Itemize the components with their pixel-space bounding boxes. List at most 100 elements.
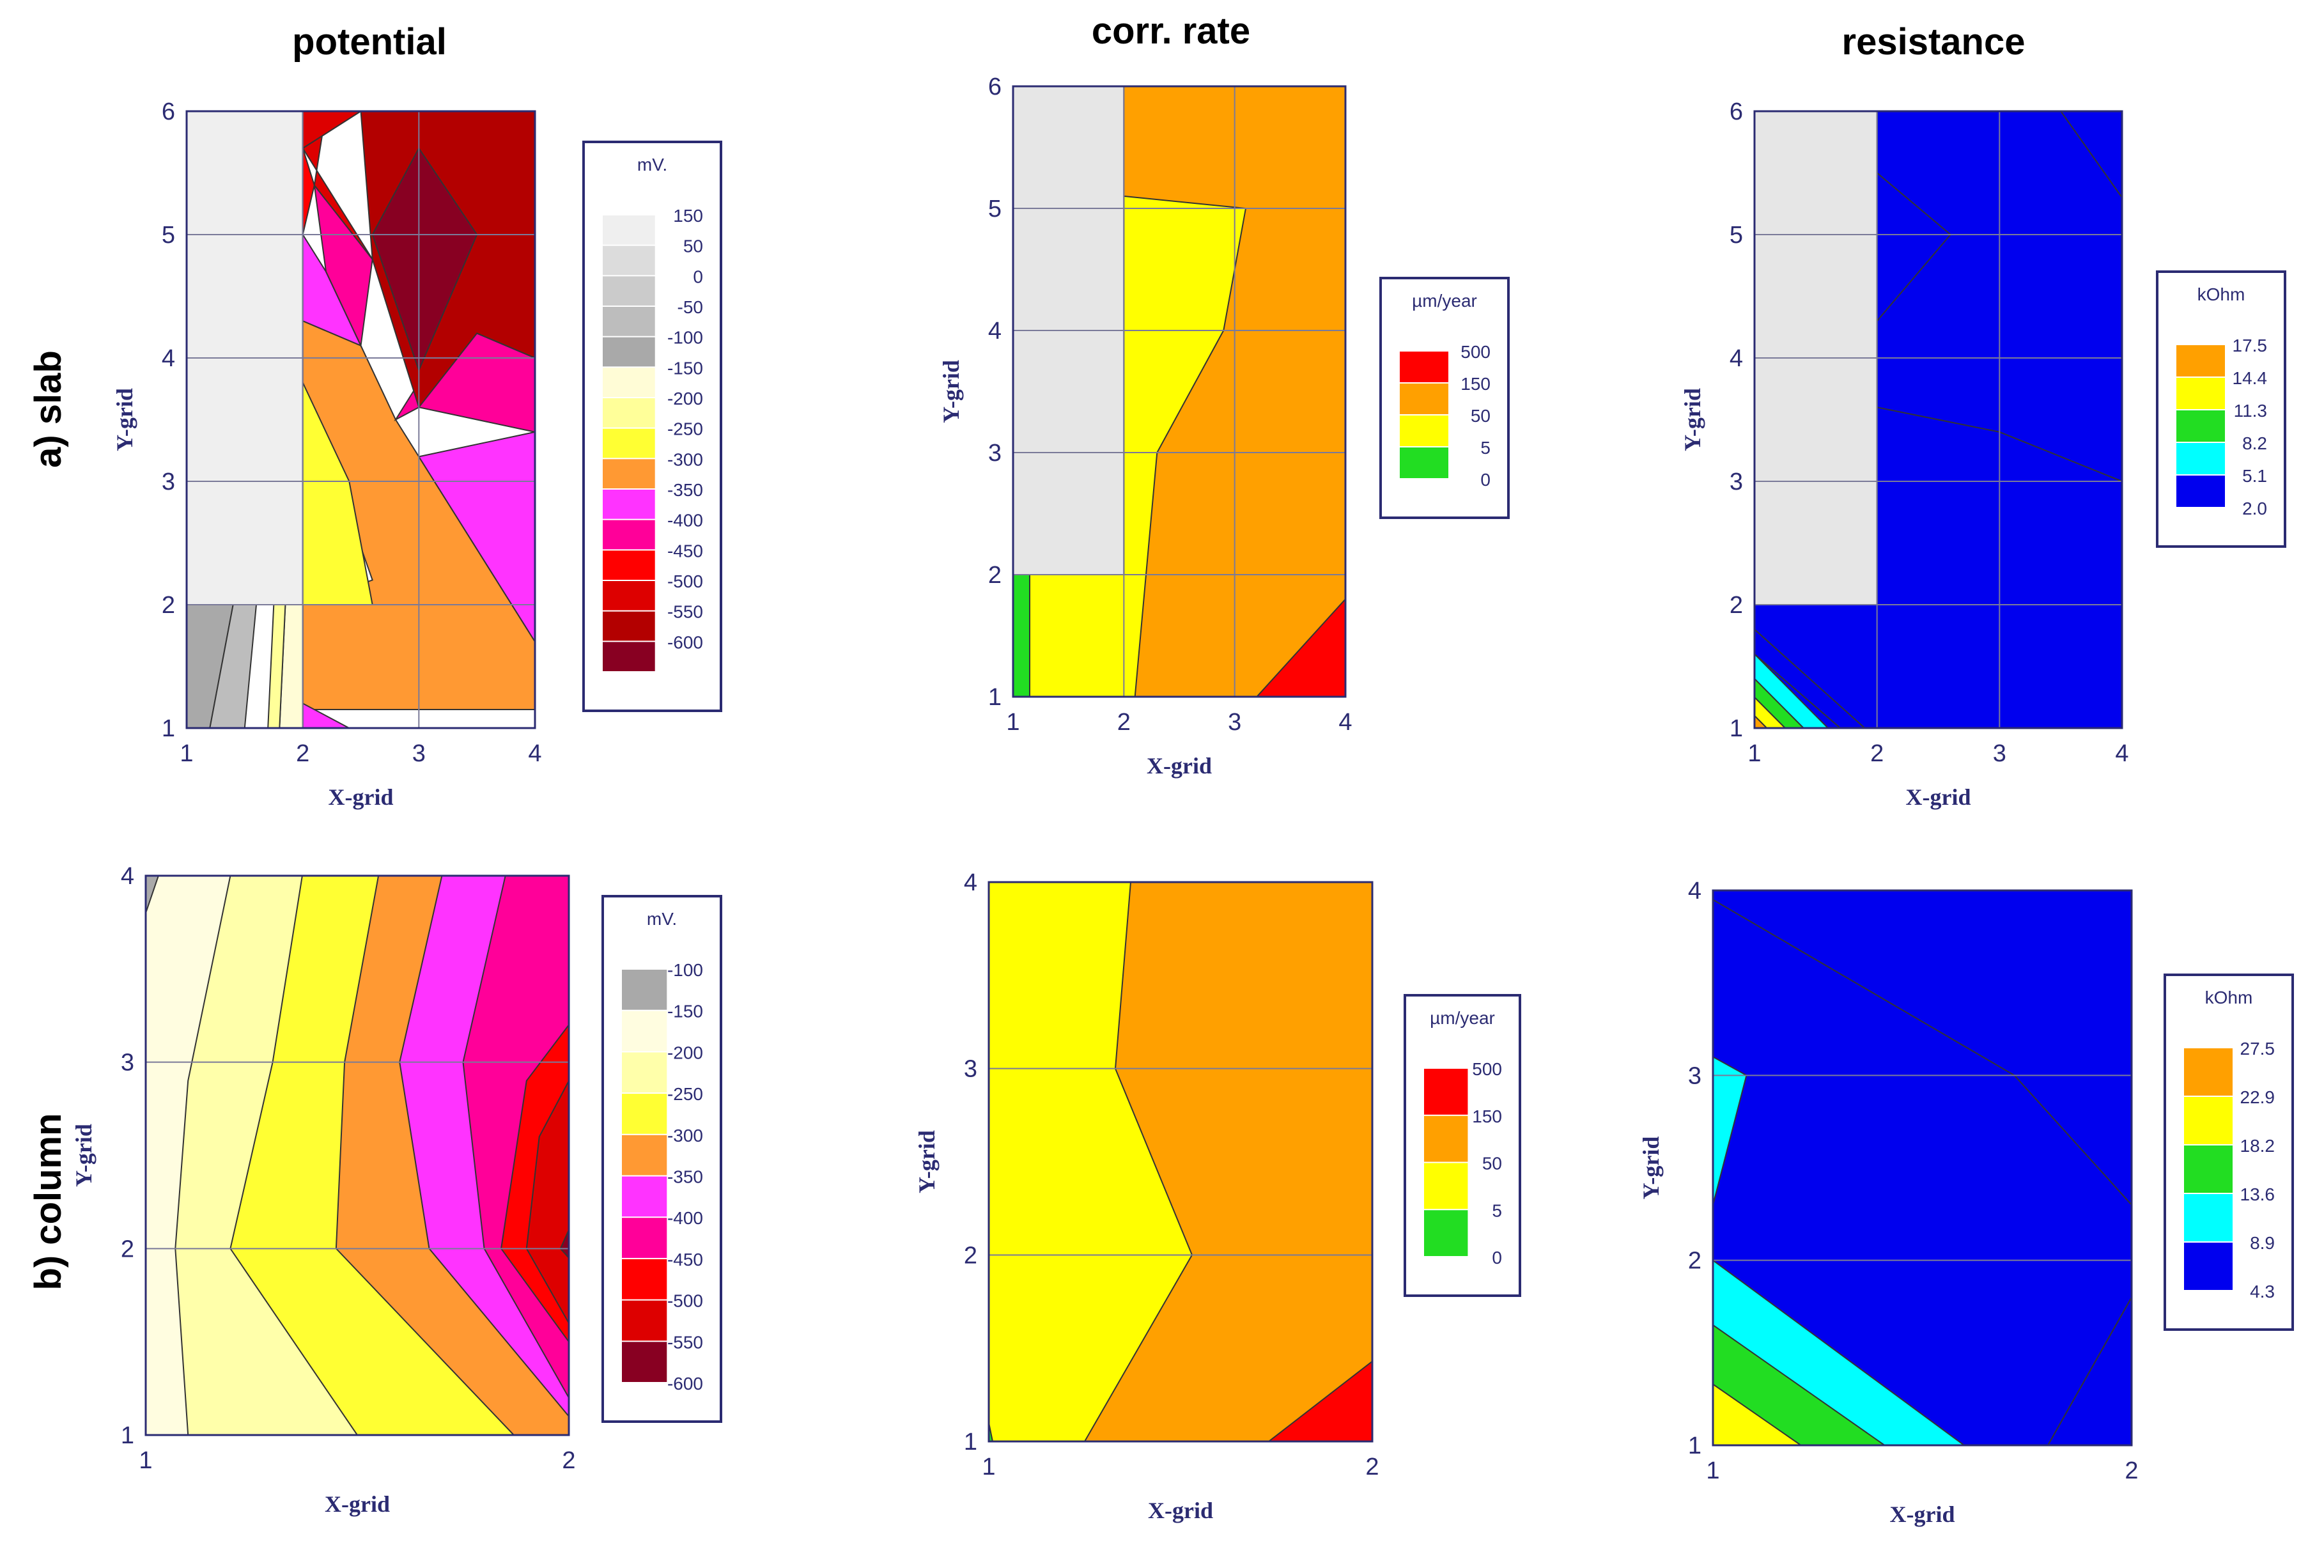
legend-swatch bbox=[1424, 1115, 1468, 1162]
legend-swatch bbox=[622, 1094, 667, 1134]
legend-level-label: 5 bbox=[1492, 1200, 1502, 1220]
legend-level-label: 13.6 bbox=[2240, 1184, 2275, 1204]
x-tick-label: 3 bbox=[1228, 709, 1241, 736]
contour-region-8 bbox=[559, 1229, 569, 1259]
y-tick-label: 5 bbox=[1730, 222, 1743, 249]
legend-swatch bbox=[603, 337, 655, 367]
contour-region-7 bbox=[1755, 715, 1768, 728]
y-tick-label: 3 bbox=[964, 1056, 977, 1083]
y-tick-label: 4 bbox=[964, 869, 977, 896]
contour-regions bbox=[1713, 890, 2132, 1445]
legend-level-label: -200 bbox=[667, 1043, 703, 1062]
legend-swatch bbox=[603, 307, 655, 336]
legend-level-label: 150 bbox=[1460, 374, 1491, 394]
legend-level-label: -300 bbox=[667, 449, 703, 469]
y-tick-label: 3 bbox=[1730, 469, 1743, 495]
y-tick-label: 3 bbox=[121, 1050, 134, 1076]
legend-level-label: -250 bbox=[667, 1084, 703, 1104]
legend-level-label: -50 bbox=[678, 297, 703, 317]
legend-swatch bbox=[603, 459, 655, 488]
x-tick-label: 1 bbox=[180, 740, 193, 767]
x-tick-label: 2 bbox=[1117, 709, 1131, 736]
legend-swatch bbox=[2184, 1048, 2233, 1096]
x-axis-label: X-grid bbox=[1148, 1498, 1213, 1523]
contour-region-2 bbox=[1267, 1360, 1372, 1441]
contour-region-7 bbox=[525, 1080, 569, 1325]
y-axis-label: Y-grid bbox=[1638, 1137, 1664, 1200]
legend-swatch bbox=[2176, 345, 2225, 376]
legend-title: µm/year bbox=[1430, 1008, 1495, 1028]
contour-regions bbox=[146, 876, 569, 1435]
legend-swatch bbox=[1424, 1069, 1468, 1115]
y-tick-label: 1 bbox=[964, 1429, 977, 1455]
legend-level-label: 150 bbox=[1472, 1106, 1502, 1126]
y-tick-label: 4 bbox=[1730, 345, 1743, 372]
chart-column-potential: 1 2 1 2 3 4 X-grid Y-grid mV. -100 -150 -200 -250 -30… bbox=[71, 863, 722, 1517]
legend-swatch bbox=[603, 368, 655, 397]
x-tick-label: 2 bbox=[562, 1447, 575, 1474]
legend-level-label: 5.1 bbox=[2242, 466, 2267, 486]
contour-region-5 bbox=[1755, 678, 1805, 728]
legend-level-label: -300 bbox=[667, 1126, 703, 1145]
y-tick-label: 2 bbox=[1688, 1248, 1701, 1275]
legend-swatch bbox=[2176, 476, 2225, 507]
column-title-resistance: resistance bbox=[1842, 21, 2026, 63]
x-tick-label: 1 bbox=[1706, 1457, 1719, 1484]
legend-swatch bbox=[603, 428, 655, 458]
legend-title: mV. bbox=[637, 155, 667, 175]
legend-swatch bbox=[622, 1342, 667, 1382]
legend-swatch bbox=[603, 398, 655, 428]
legend-level-label: 0 bbox=[693, 267, 703, 286]
legend-level-label: 0 bbox=[1480, 470, 1491, 490]
legend-level-label: -450 bbox=[667, 541, 703, 561]
x-tick-label: 1 bbox=[1006, 709, 1019, 736]
legend-swatch bbox=[622, 1052, 667, 1093]
legend-level-label: -350 bbox=[667, 480, 703, 500]
legend-swatch bbox=[603, 276, 655, 306]
legend-level-label: -250 bbox=[667, 419, 703, 439]
legend-level-label: 5 bbox=[1480, 438, 1491, 458]
legend-level-label: -500 bbox=[667, 1291, 703, 1311]
legend-level-label: 150 bbox=[673, 206, 703, 226]
plot-frame bbox=[1712, 889, 2133, 1447]
legend-title: µm/year bbox=[1412, 291, 1477, 311]
legend-swatch bbox=[1400, 447, 1448, 478]
y-tick-label: 5 bbox=[162, 222, 175, 249]
plot-frame bbox=[1012, 85, 1347, 698]
legend-level-label: -400 bbox=[667, 511, 703, 531]
y-tick-label: 4 bbox=[121, 863, 134, 890]
legend-level-label: 500 bbox=[1472, 1059, 1502, 1079]
legend-swatch bbox=[2184, 1097, 2233, 1144]
x-tick-label: 1 bbox=[139, 1447, 152, 1474]
y-tick-label: 2 bbox=[964, 1242, 977, 1269]
x-axis-label: X-grid bbox=[325, 1491, 390, 1517]
legend-level-label: 8.2 bbox=[2242, 433, 2267, 453]
legend-level-label: 14.4 bbox=[2233, 368, 2268, 388]
legend-swatch bbox=[603, 550, 655, 580]
legend-swatch bbox=[2184, 1145, 2233, 1193]
row-label-slab: a) slab bbox=[27, 350, 69, 468]
y-tick-label: 4 bbox=[988, 318, 1002, 345]
contour-region-5 bbox=[1713, 1056, 1747, 1206]
plot-frame bbox=[1753, 110, 2123, 729]
legend-level-label: -400 bbox=[667, 1208, 703, 1228]
x-tick-label: 1 bbox=[982, 1454, 995, 1480]
chart-slab-resistance: 1 2 3 4 1 2 3 4 5 6 X-grid Y-grid kOhm 17.5 14.4 11.3 8.… bbox=[1680, 98, 2286, 810]
y-axis-label: Y-grid bbox=[1680, 388, 1705, 451]
legend-level-label: 50 bbox=[683, 237, 703, 256]
legend-swatch bbox=[1400, 352, 1448, 382]
y-tick-label: 5 bbox=[988, 196, 1002, 222]
contour-regions bbox=[1755, 111, 2122, 728]
contour-regions bbox=[989, 882, 1372, 1441]
y-tick-label: 1 bbox=[162, 715, 175, 742]
row-label-column: b) column bbox=[27, 1113, 69, 1290]
contour-regions bbox=[1013, 86, 1345, 697]
legend: kOhm 27.5 22.9 18.2 13.6 8.9 4.3 bbox=[2164, 974, 2294, 1331]
legend-swatch bbox=[622, 1176, 667, 1217]
legend-swatch bbox=[622, 1135, 667, 1176]
x-tick-label: 3 bbox=[1993, 740, 2006, 767]
y-tick-label: 6 bbox=[988, 74, 1002, 100]
legend-level-label: 2.0 bbox=[2242, 499, 2267, 518]
legend-swatch bbox=[2176, 378, 2225, 409]
